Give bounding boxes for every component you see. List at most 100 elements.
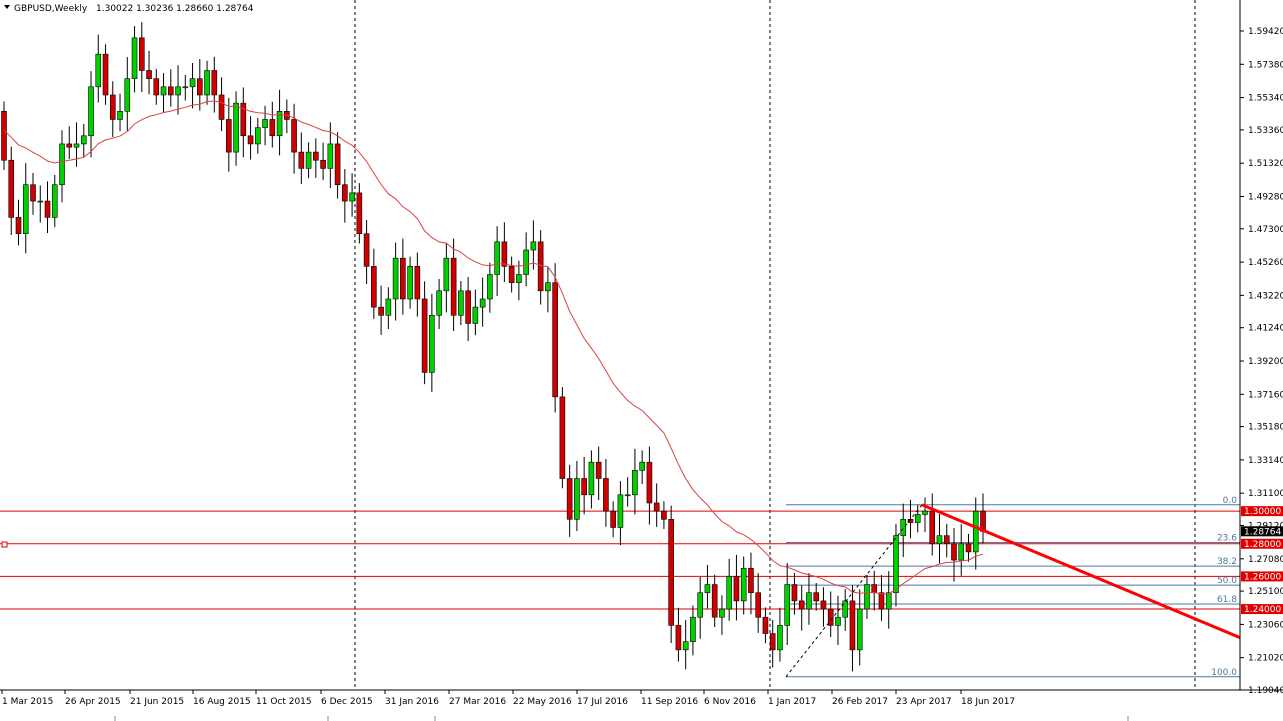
price-tick-label: 1.31100 <box>1248 489 1283 499</box>
candle-body <box>769 633 776 651</box>
candle-body <box>443 257 450 292</box>
price-tick-label: 1.59420 <box>1248 27 1283 37</box>
candle-body <box>88 86 94 137</box>
candle-body <box>508 266 515 283</box>
candle-body <box>22 184 29 234</box>
candle-body <box>798 600 805 610</box>
candle-body <box>305 151 312 169</box>
level-anchor-marker[interactable] <box>1 541 8 548</box>
price-tick-label: 1.49280 <box>1248 192 1283 202</box>
candle-body <box>639 461 645 471</box>
time-tick-label: 11 Sep 2016 <box>641 697 698 707</box>
candle-body <box>51 184 58 218</box>
candle-body <box>610 510 616 528</box>
time-tick-label: 11 Oct 2015 <box>256 697 312 707</box>
candle-body <box>378 306 384 316</box>
candle-body <box>813 592 820 602</box>
candle-body <box>458 290 464 316</box>
candle-body <box>146 70 152 79</box>
price-tick-label: 1.35180 <box>1248 423 1283 433</box>
candle-body <box>298 151 305 169</box>
candle-body <box>255 127 261 145</box>
candle-body <box>820 600 827 610</box>
level-price-label: 1.30000 <box>1244 507 1281 517</box>
candle-body <box>421 298 428 373</box>
level-price-label: 1.28000 <box>1244 540 1281 550</box>
current-price-label: 1.28764 <box>1244 527 1281 537</box>
dropdown-triangle-icon[interactable] <box>4 5 10 9</box>
candle-body <box>943 535 950 545</box>
trendline[interactable] <box>921 503 1241 639</box>
candle-body <box>240 102 247 137</box>
candle-body <box>501 241 508 267</box>
candle-body <box>545 282 551 292</box>
candle-body <box>893 535 899 594</box>
candle-body <box>617 494 624 528</box>
candle-body <box>719 608 725 618</box>
candle-body <box>965 543 972 553</box>
candle-body <box>733 576 740 602</box>
candle-body <box>73 143 80 148</box>
candle-body <box>646 461 653 504</box>
candle-body <box>313 151 319 161</box>
candle-body <box>124 78 131 112</box>
price-tick-label: 1.45260 <box>1248 258 1283 268</box>
time-tick-label: 22 May 2016 <box>513 697 572 707</box>
time-axis: 1 Mar 2015 26 Apr 2015 21 Jun 2015 16 Aug 2… <box>1 690 1015 707</box>
candle-body <box>624 494 631 497</box>
chart-header: GBPUSD,Weekly 1.30022 1.30236 1.28660 1.… <box>4 4 254 14</box>
candle-body <box>762 616 769 634</box>
symbol-label: GBPUSD,Weekly <box>14 4 88 14</box>
fibonacci-diagonal <box>785 504 923 678</box>
candle-body <box>95 53 102 88</box>
ohlc-values: 1.30022 1.30236 1.28660 1.28764 <box>96 4 254 14</box>
candle-body <box>806 592 812 610</box>
candle-body <box>276 110 283 137</box>
price-tick-label: 1.33140 <box>1248 456 1283 466</box>
candle-body <box>59 143 65 186</box>
time-tick-label: 1 Mar 2015 <box>2 697 53 707</box>
candle-body <box>226 119 232 153</box>
price-tick-label: 1.55340 <box>1248 94 1283 104</box>
fibonacci-level-label: 0.0 <box>1223 496 1238 506</box>
fibonacci-level-label: 50.0 <box>1217 576 1237 586</box>
candle-body <box>363 233 370 267</box>
candle-body <box>407 266 413 300</box>
candle-body <box>697 592 703 618</box>
price-tick-label: 1.21020 <box>1248 654 1283 664</box>
candle-body <box>247 135 254 145</box>
price-tick-label: 1.39200 <box>1248 357 1283 367</box>
candle-body <box>138 37 145 71</box>
candle-body <box>8 159 15 218</box>
price-tick-label: 1.43220 <box>1248 291 1283 301</box>
candle-body <box>849 600 856 651</box>
price-tick-label: 1.37160 <box>1248 390 1283 400</box>
candle-body <box>342 184 348 202</box>
candle-body <box>218 94 225 120</box>
candle-body <box>929 510 936 545</box>
time-tick-label: 26 Feb 2017 <box>832 697 888 707</box>
candle-body <box>131 37 138 79</box>
candle-body <box>726 576 732 610</box>
candle-body <box>530 241 537 251</box>
candle-body <box>175 86 181 96</box>
time-tick-label: 1 Jan 2017 <box>768 697 816 707</box>
fibonacci-levels: 0.0 23.6 38.2 50.0 61.8 100.0 <box>786 496 1240 678</box>
candle-body <box>349 192 355 202</box>
level-price-badge <box>1241 571 1283 582</box>
time-tick-label: 26 Apr 2015 <box>65 697 121 707</box>
price-tick-label: 1.27080 <box>1248 555 1283 565</box>
candle-body <box>102 53 109 96</box>
candle-body <box>197 78 203 96</box>
period-separators <box>354 0 1196 690</box>
candle-body <box>581 478 587 496</box>
candle-body <box>117 110 123 120</box>
candle-body <box>30 184 36 202</box>
candle-body <box>827 608 834 626</box>
candle-body <box>204 70 210 96</box>
candle-body <box>414 266 421 300</box>
candle-body <box>711 584 718 618</box>
candle-body <box>523 249 529 275</box>
price-tick-label: 1.57380 <box>1248 60 1283 70</box>
